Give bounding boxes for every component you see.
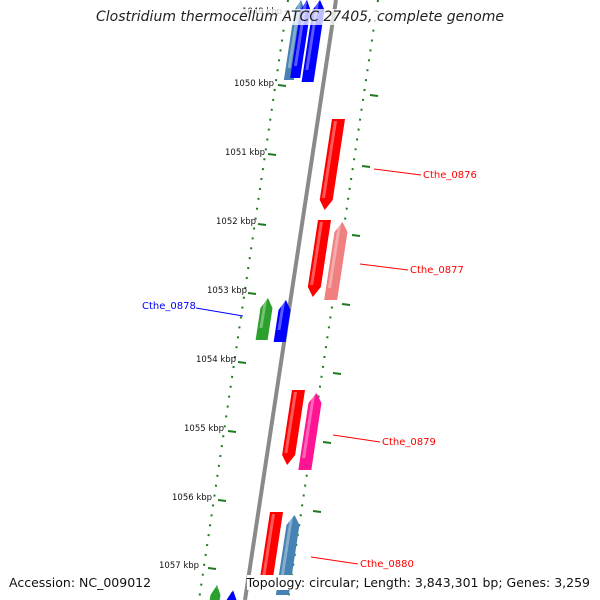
gene-cthe-0876[interactable] [319,119,345,210]
outer-major-tick [369,94,379,97]
map-title: Clostridium thermocellum ATCC 27405, com… [0,9,600,25]
gene-label-cthe-0877[interactable]: Cthe_0877 [410,265,464,276]
gene-cthe-0880-red[interactable] [259,512,283,590]
tick-label: 1051 kbp [225,148,265,158]
inner-major-tick [267,153,277,156]
inner-major-tick [277,84,287,87]
gene-blue-bottom-highlight [230,588,234,592]
gene-cthe-0878-green-highlight [259,300,267,328]
gene-label-cthe-0880[interactable]: Cthe_0880 [360,559,414,570]
gene-features [209,0,348,600]
gene-cthe-0879-magenta-highlight [302,395,315,458]
tick-label: 1052 kbp [216,217,256,227]
inner-major-tick [227,430,237,433]
gene-cthe-0877-pink-highlight [327,224,341,288]
gene-blue-bottom[interactable] [226,590,237,600]
tick-label: 1057 kbp [159,561,199,571]
gene-label-cthe-0876[interactable]: Cthe_0876 [423,170,477,181]
gene-labels: Cthe_0876 Cthe_0877 Cthe_0878 Cthe_0879 … [142,168,477,570]
inner-major-tick [247,292,257,295]
outer-major-tick [322,441,332,444]
tick-label: 1056 kbp [172,493,212,503]
tick-label: 1053 kbp [207,286,247,296]
gene-cthe-0877-pink[interactable] [324,222,348,300]
gene-cthe-0878-blue-highlight [277,302,285,330]
gene-label-cthe-0878[interactable]: Cthe_0878 [142,301,196,312]
gene-label-cthe-0879[interactable]: Cthe_0879 [382,437,436,448]
leader-line-cthe-0876 [373,168,422,176]
gene-cthe-0879-red-highlight [284,392,297,453]
gene-cthe-0879-magenta[interactable] [298,393,322,470]
outer-major-tick [332,372,342,375]
inner-major-tick [257,223,267,226]
tick-label: 1050 kbp [234,79,274,89]
inner-major-tick [207,567,217,570]
gene-cthe-0876-highlight [322,121,337,198]
gene-cthe-0879-red[interactable] [282,390,305,465]
leader-line-cthe-0877 [359,263,409,271]
leader-line-cthe-0878 [195,307,244,317]
gene-green-bottom[interactable] [209,585,221,600]
accession-text: Accession: NC_009012 [9,575,152,590]
inner-dotted-guide [198,0,289,600]
tick-label: 1054 kbp [196,355,236,365]
dotted-guide-lines [198,0,379,600]
inner-major-tick [237,361,247,364]
leader-line-cthe-0880 [310,556,359,565]
inner-major-tick [217,499,227,502]
gene-cthe-0877-red-highlight [310,222,323,285]
outer-major-tick [351,234,361,237]
outer-dotted-guide [287,0,379,600]
outer-major-tick [341,303,351,306]
gene-cthe-0878-blue[interactable] [273,300,291,342]
outer-major-tick [361,165,371,168]
gene-green-bottom-highlight [213,587,217,588]
outer-major-tick [312,510,322,513]
gene-cthe-0877-red[interactable] [307,220,331,297]
gene-cthe-0878-green[interactable] [255,298,273,340]
genome-summary-text: Topology: circular; Length: 3,843,301 bp… [246,575,590,590]
gene-cthe-0880-red-highlight [261,514,275,578]
tick-label: 1055 kbp [184,424,224,434]
genome-backbone [243,0,338,600]
gene-cthe-0880-steelblue-highlight [279,517,293,583]
leader-line-cthe-0879 [332,434,381,443]
